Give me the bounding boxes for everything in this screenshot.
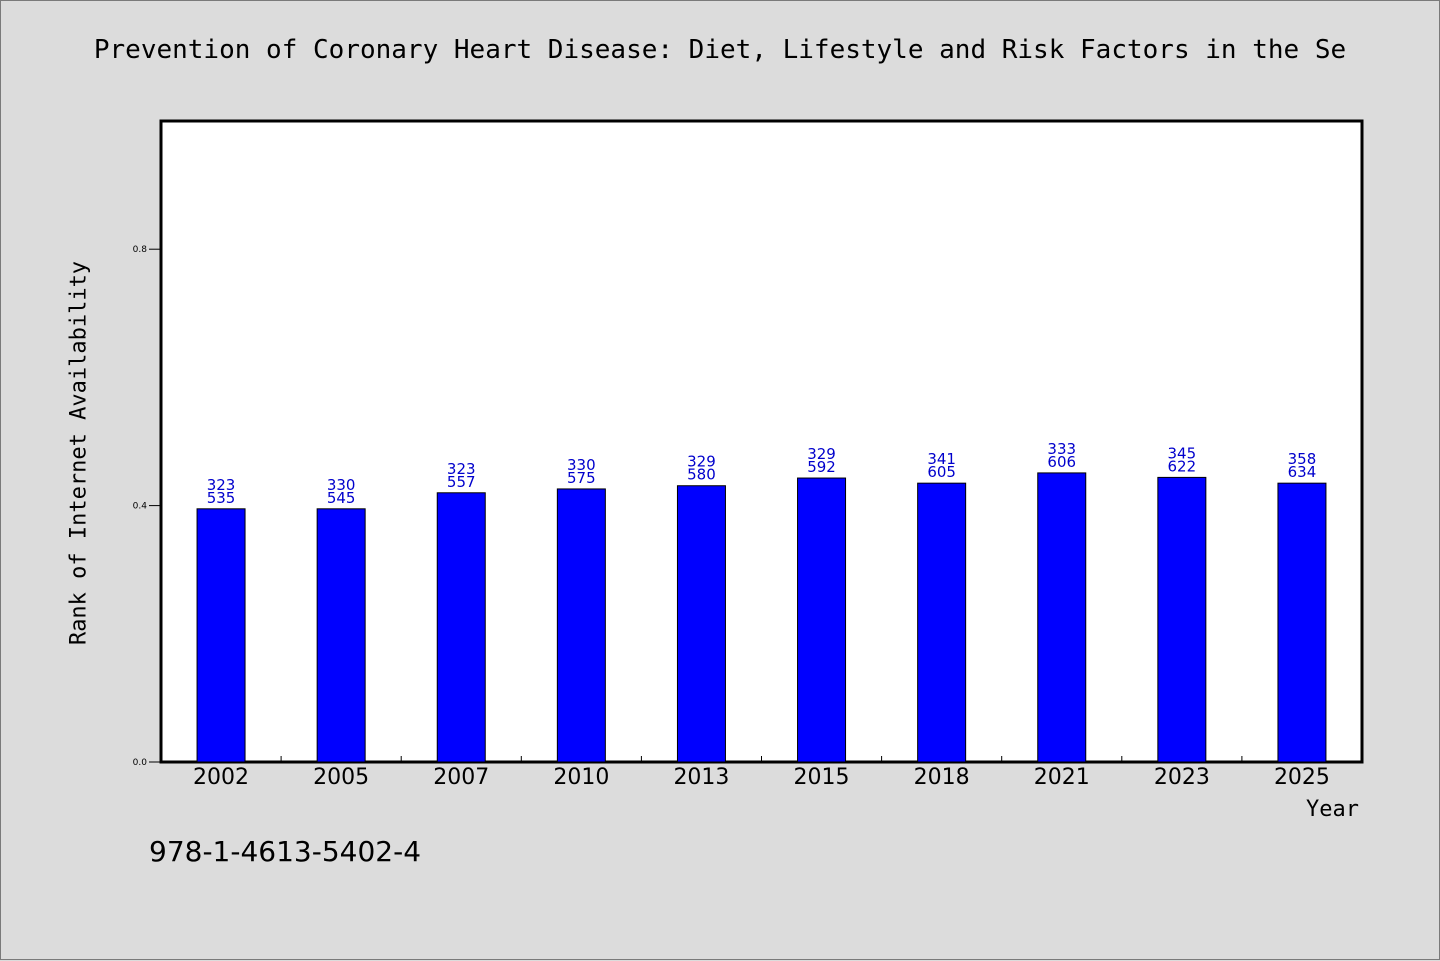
data-label-top: 330 xyxy=(567,456,596,474)
data-label-bottom: 606 xyxy=(1047,453,1076,471)
bar xyxy=(436,492,486,763)
x-tick-label: 2025 xyxy=(1274,765,1330,790)
y-tick-label: 0.8 xyxy=(133,245,148,255)
data-label-bottom: 545 xyxy=(327,489,356,507)
data-label-bottom: 605 xyxy=(927,463,956,481)
x-tick-label: 2013 xyxy=(673,765,729,790)
y-axis: 0.0 0.4 0.8 xyxy=(133,245,161,768)
bar xyxy=(1157,476,1207,763)
footer-code: 978-1-4613-5402-4 xyxy=(149,835,422,868)
y-axis-label: Rank of Internet Availability xyxy=(66,260,92,646)
data-label-top: 333 xyxy=(1047,440,1076,458)
data-label-top: 341 xyxy=(927,450,956,468)
x-tick-label: 2015 xyxy=(794,765,850,790)
bar xyxy=(917,482,967,763)
data-label-top: 323 xyxy=(447,460,476,478)
data-label-bottom: 580 xyxy=(687,466,716,484)
y-tick-label: 0.4 xyxy=(133,502,148,512)
data-label-top: 323 xyxy=(207,476,236,494)
y-tick-label: 0.0 xyxy=(133,758,148,768)
data-label-bottom: 592 xyxy=(807,458,836,476)
data-label-top: 329 xyxy=(687,453,716,471)
data-label-bottom: 557 xyxy=(447,473,476,491)
data-label-top: 358 xyxy=(1288,450,1317,468)
x-tick-label: 2010 xyxy=(553,765,609,790)
data-label-top: 329 xyxy=(807,445,836,463)
chart-title: Prevention of Coronary Heart Disease: Di… xyxy=(93,35,1347,65)
bar xyxy=(676,485,726,763)
x-axis-label: Year xyxy=(1306,797,1359,822)
x-tick-label: 2002 xyxy=(193,765,249,790)
data-label-bottom: 535 xyxy=(207,489,236,507)
bar xyxy=(1037,472,1087,763)
bar xyxy=(556,488,606,763)
x-tick-label: 2007 xyxy=(433,765,489,790)
bar xyxy=(196,508,246,763)
bars xyxy=(196,472,1327,763)
x-tick-label: 2021 xyxy=(1034,765,1090,790)
data-label-top: 330 xyxy=(327,476,356,494)
data-label-bottom: 622 xyxy=(1168,457,1197,475)
x-tick-label: 2018 xyxy=(914,765,970,790)
bar xyxy=(316,508,366,763)
data-label-bottom: 575 xyxy=(567,469,596,487)
x-tick-label: 2005 xyxy=(313,765,369,790)
x-axis: 2002 2005 2007 2010 2013 2015 2018 2021 2023 2025 xyxy=(193,756,1330,790)
bar xyxy=(797,477,847,763)
data-label-bottom: 634 xyxy=(1288,463,1317,481)
data-label-top: 345 xyxy=(1168,444,1197,462)
x-tick-label: 2023 xyxy=(1154,765,1210,790)
bar xyxy=(1277,482,1327,763)
